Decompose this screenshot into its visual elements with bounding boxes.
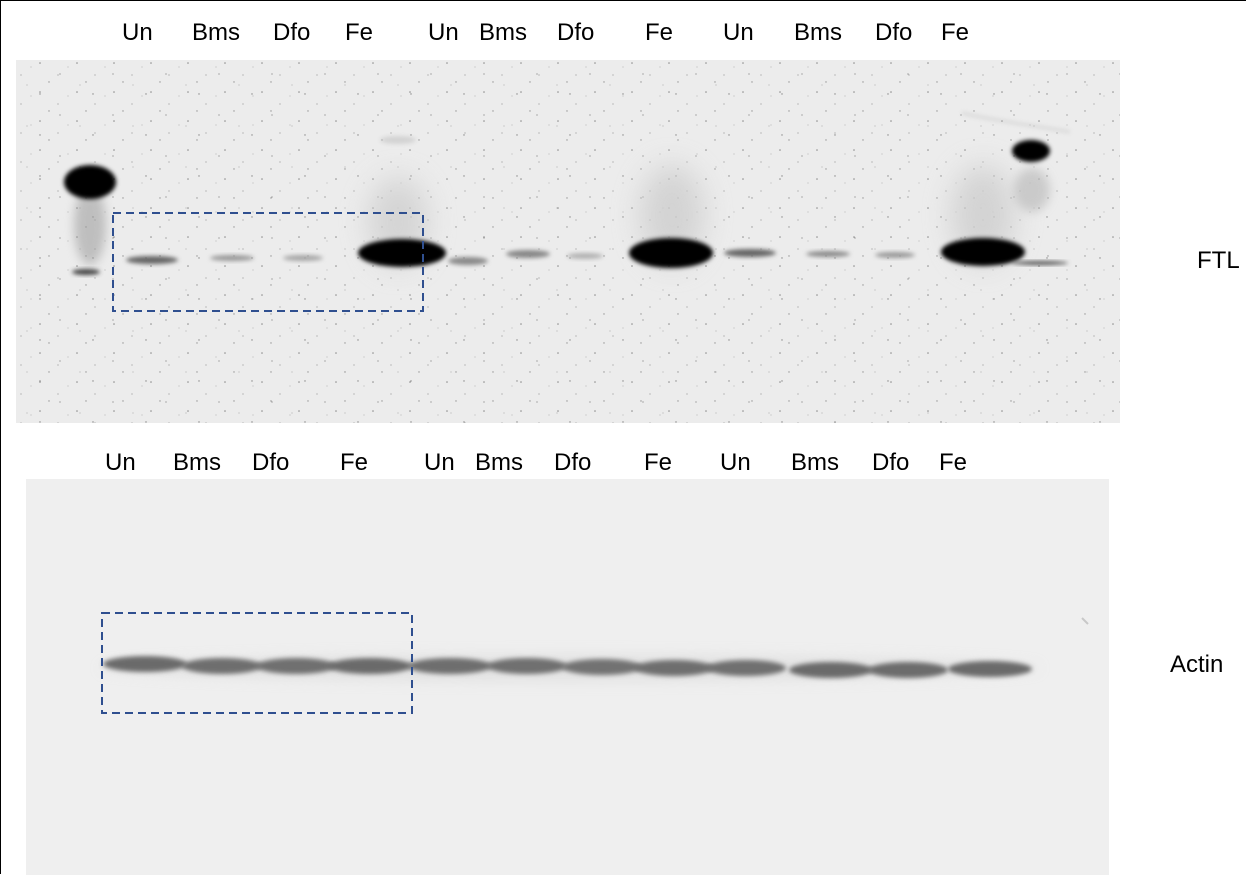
actin-protein-label: Actin (1170, 651, 1224, 678)
actin-band-8 (634, 660, 714, 676)
top-lane-label-2: Bms (192, 19, 240, 46)
ftl-band-11 (875, 252, 915, 258)
top-lane-label-5: Un (428, 19, 459, 46)
bottom-lane-label-12: Fe (939, 449, 968, 476)
top-lane-label-1: Un (122, 19, 153, 46)
actin-band-9 (706, 660, 786, 676)
top-lane-label-6: Bms (479, 19, 527, 46)
ftl-band-3 (283, 255, 323, 261)
actin-band-5 (408, 658, 492, 674)
top-lane-label-12: Fe (941, 19, 970, 46)
ftl-band-12 (941, 238, 1025, 266)
top-lane-label-8: Fe (645, 19, 674, 46)
bottom-lane-label-6: Bms (475, 449, 523, 476)
ladder-band-right (1012, 140, 1050, 162)
top-lane-label-4: Fe (345, 19, 374, 46)
ftl-band-2 (210, 255, 254, 261)
bottom-lane-label-1: Un (105, 449, 136, 476)
actin-band-12 (948, 661, 1032, 677)
ftl-band-6 (506, 250, 550, 258)
actin-band-3 (256, 658, 336, 674)
bottom-lane-label-2: Bms (173, 449, 221, 476)
ftl-highlight-box (112, 212, 424, 312)
actin-band-2 (182, 658, 262, 674)
bottom-lane-label-3: Dfo (252, 449, 290, 476)
ftl-protein-label: FTL (1197, 247, 1240, 274)
bottom-lane-label-10: Bms (791, 449, 839, 476)
actin-band-10 (789, 662, 873, 678)
ftl-band-7 (567, 253, 603, 259)
ftl-band-5 (448, 257, 488, 265)
ftl-band-8 (629, 238, 713, 268)
top-lane-label-9: Un (723, 19, 754, 46)
ftl-band-9 (724, 249, 776, 257)
actin-band-6 (487, 658, 567, 674)
bottom-lane-label-8: Fe (644, 449, 673, 476)
bottom-lane-label-11: Dfo (872, 449, 910, 476)
ladder-smear (74, 185, 106, 265)
ftl-band-10 (806, 251, 850, 257)
ftl-band-1 (126, 256, 178, 264)
bottom-lane-label-4: Fe (340, 449, 369, 476)
bottom-lane-label-7: Dfo (554, 449, 592, 476)
actin-band-11 (868, 662, 948, 678)
actin-band-4 (328, 658, 412, 674)
top-lane-label-11: Dfo (875, 19, 913, 46)
actin-highlight-box (101, 612, 413, 714)
ladder-band-top (64, 165, 116, 199)
ladder-band-low (72, 269, 100, 275)
bottom-lane-label-9: Un (720, 449, 751, 476)
bottom-lane-label-5: Un (424, 449, 455, 476)
actin-band-7 (562, 659, 642, 675)
top-lane-label-10: Bms (794, 19, 842, 46)
top-lane-label-3: Dfo (273, 19, 311, 46)
actin-band-1 (103, 656, 187, 672)
top-lane-label-7: Dfo (557, 19, 595, 46)
